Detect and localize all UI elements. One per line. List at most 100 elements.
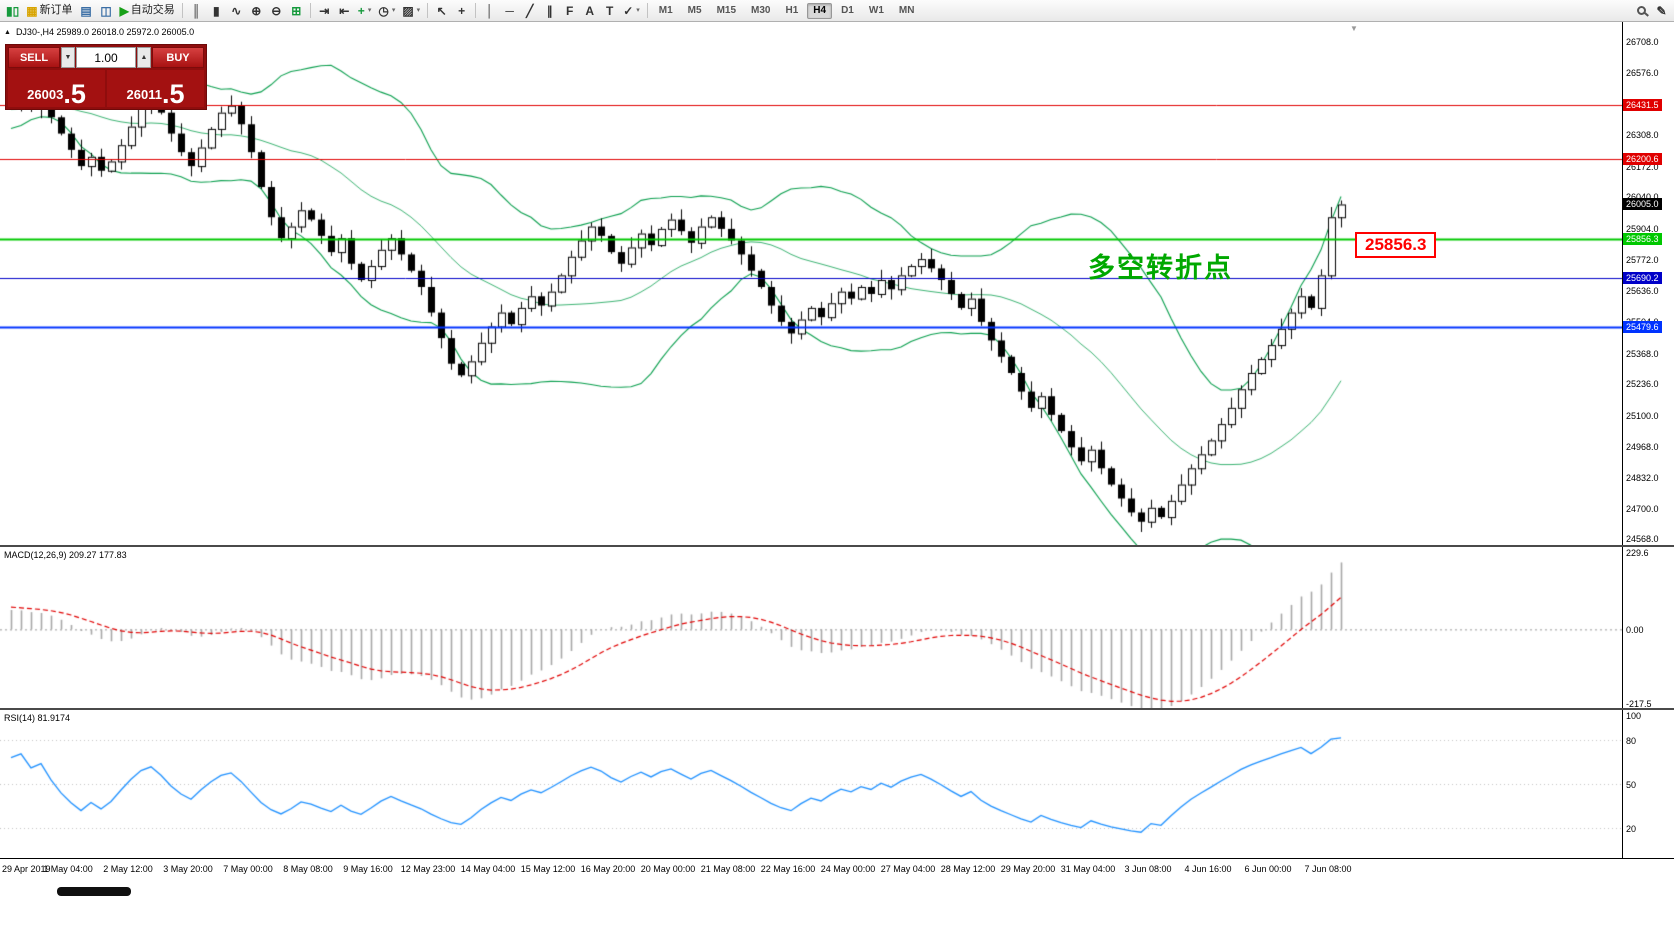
chevron-down-icon: ▾ bbox=[416, 7, 421, 14]
time-label: 28 May 12:00 bbox=[940, 864, 996, 874]
arrows-dropdown[interactable]: ✓ ▾ bbox=[620, 2, 643, 20]
candlestick-chart-icon[interactable]: ▮▯ bbox=[3, 2, 22, 20]
timeframe-h4[interactable]: H4 bbox=[807, 2, 833, 19]
time-label: 14 May 04:00 bbox=[460, 864, 516, 874]
price-tick: 26308.0 bbox=[1626, 130, 1659, 141]
panel-divider[interactable] bbox=[0, 545, 1674, 547]
panel-divider[interactable] bbox=[0, 708, 1674, 710]
price-callout-label[interactable]: 25856.3 bbox=[1355, 232, 1437, 258]
chart-shift-icon: ⇤ bbox=[339, 3, 350, 18]
price-tick: 25100.0 bbox=[1626, 410, 1659, 421]
autotrading-button[interactable]: ▶ 自动交易 bbox=[117, 2, 178, 20]
candle-mode-icon: ▮ bbox=[212, 3, 220, 18]
sell-price[interactable]: 26003.5 bbox=[8, 70, 105, 108]
equidistant-channel-icon: ∥ bbox=[546, 3, 553, 18]
macd-canvas[interactable] bbox=[0, 547, 1622, 708]
timeframe-d1[interactable]: D1 bbox=[841, 4, 854, 16]
indicators-dropdown[interactable]: + ▾ bbox=[355, 2, 375, 20]
tile-windows-icon: ⊞ bbox=[291, 3, 302, 18]
one-click-trading-panel: SELL ▼ 1.00 ▲ BUY 26003.5 26011.5 bbox=[5, 44, 207, 110]
search-icon[interactable] bbox=[1632, 2, 1651, 20]
level-price-label: 25690.2 bbox=[1623, 271, 1662, 284]
zoom-in-icon: ⊕ bbox=[251, 3, 262, 18]
edit-icon: ✎ bbox=[1656, 3, 1667, 18]
periods-dropdown[interactable]: ◷ ▾ bbox=[375, 2, 398, 20]
bar-chart-mode-icon[interactable]: ║ bbox=[187, 2, 206, 20]
buy-price[interactable]: 26011.5 bbox=[107, 70, 204, 110]
chart-profiles-icon: ▤ bbox=[80, 3, 92, 18]
fibonacci-icon: F bbox=[566, 3, 574, 18]
macd-tick: 229.6 bbox=[1626, 548, 1649, 558]
time-label: 2 May 12:00 bbox=[103, 864, 153, 874]
equidistant-channel-icon[interactable]: ∥ bbox=[540, 2, 559, 20]
candle-mode-icon[interactable]: ▮ bbox=[207, 2, 226, 20]
sell-button[interactable]: SELL bbox=[8, 47, 60, 68]
chart-shift-marker[interactable]: ▼ bbox=[1350, 24, 1358, 33]
price-chart-canvas[interactable] bbox=[0, 22, 1622, 545]
auto-scroll-icon: ⇥ bbox=[319, 3, 330, 18]
time-axis[interactable]: 29 Apr 2019 1 May 04:00 2 May 12:00 3 May 2… bbox=[0, 859, 1622, 883]
buy-button[interactable]: BUY bbox=[152, 47, 204, 68]
timeframe-m15[interactable]: M15 bbox=[716, 4, 737, 16]
timeframe-w1[interactable]: W1 bbox=[868, 4, 884, 16]
text-label-icon[interactable]: T bbox=[600, 2, 619, 20]
price-tick: 25236.0 bbox=[1626, 379, 1659, 390]
text-icon[interactable]: A bbox=[580, 2, 599, 20]
zoom-in-icon[interactable]: ⊕ bbox=[247, 2, 266, 20]
vertical-line-icon[interactable]: │ bbox=[480, 2, 499, 20]
one-click-collapse-icon[interactable]: ▲ bbox=[4, 28, 11, 36]
tile-windows-icon[interactable]: ⊞ bbox=[287, 2, 306, 20]
timeframe-m5[interactable]: M5 bbox=[687, 4, 702, 16]
crosshair-icon[interactable]: + bbox=[452, 2, 471, 20]
zoom-out-icon[interactable]: ⊖ bbox=[267, 2, 286, 20]
rsi-tick: 20 bbox=[1626, 824, 1637, 835]
rsi-tick: 80 bbox=[1626, 735, 1637, 746]
sell-price-main: 26003 bbox=[27, 87, 64, 102]
time-label: 6 Jun 00:00 bbox=[1244, 864, 1292, 874]
volume-input[interactable]: 1.00 bbox=[76, 47, 136, 68]
buy-price-frac: .5 bbox=[161, 79, 185, 110]
price-tick: 24832.0 bbox=[1626, 473, 1659, 484]
periods-dropdown: ◷ bbox=[378, 3, 389, 18]
buy-price-main: 26011 bbox=[126, 87, 162, 102]
trendline-icon: ╱ bbox=[526, 3, 534, 18]
edit-icon[interactable]: ✎ bbox=[1652, 2, 1671, 20]
price-tick: 25772.0 bbox=[1626, 254, 1659, 265]
chart-annotation-text[interactable]: 多空转折点 bbox=[1088, 253, 1233, 283]
trendline-icon[interactable]: ╱ bbox=[520, 2, 539, 20]
time-label: 31 May 04:00 bbox=[1060, 864, 1116, 874]
timeframe-m1[interactable]: M1 bbox=[658, 4, 673, 16]
volume-increase-button[interactable]: ▲ bbox=[137, 47, 151, 68]
price-chart-panel[interactable]: ▲ DJ30-,H4 25989.0 26018.0 25972.0 26005… bbox=[0, 22, 1622, 545]
candlestick-chart-icon: ▮▯ bbox=[6, 3, 20, 18]
time-label: 15 May 12:00 bbox=[520, 864, 576, 874]
timeframe-h1[interactable]: H1 bbox=[785, 4, 799, 16]
volume-decrease-button[interactable]: ▼ bbox=[61, 47, 75, 68]
chart-symbol-info: ▲ DJ30-,H4 25989.0 26018.0 25972.0 26005… bbox=[4, 27, 194, 37]
price-axis[interactable]: 26708.026576.026444.026308.026172.026040… bbox=[1622, 22, 1674, 858]
chevron-down-icon: ▾ bbox=[636, 7, 640, 14]
chart-shift-icon[interactable]: ⇤ bbox=[335, 2, 354, 20]
templates-dropdown[interactable]: ▨ ▾ bbox=[399, 2, 423, 20]
price-tick: 25368.0 bbox=[1626, 348, 1659, 359]
cursor-icon[interactable]: ↖ bbox=[432, 2, 451, 20]
line-mode-icon[interactable]: ∿ bbox=[227, 2, 246, 20]
data-window-icon[interactable]: ◫ bbox=[97, 2, 116, 20]
timeframe-mn[interactable]: MN bbox=[898, 4, 915, 16]
auto-scroll-icon[interactable]: ⇥ bbox=[315, 2, 334, 20]
time-label: 7 Jun 08:00 bbox=[1304, 864, 1352, 874]
rsi-panel[interactable]: RSI(14) 81.9174 bbox=[0, 710, 1622, 858]
time-label: 22 May 16:00 bbox=[760, 864, 816, 874]
current-price-label: 26005.0 bbox=[1623, 198, 1662, 211]
horizontal-line-icon[interactable]: ─ bbox=[500, 2, 519, 20]
rsi-canvas[interactable] bbox=[0, 710, 1622, 858]
timeframe-m30[interactable]: M30 bbox=[751, 4, 771, 16]
new-order-button[interactable]: ▦ 新订单 bbox=[23, 2, 75, 20]
macd-panel[interactable]: MACD(12,26,9) 209.27 177.83 bbox=[0, 547, 1622, 708]
time-label: 7 May 00:00 bbox=[223, 864, 273, 874]
indicators-dropdown: + bbox=[357, 3, 365, 18]
price-tick: 25636.0 bbox=[1626, 286, 1659, 297]
toolbar-separator bbox=[309, 3, 311, 18]
fibonacci-icon[interactable]: F bbox=[560, 2, 579, 20]
chart-profiles-icon[interactable]: ▤ bbox=[77, 2, 96, 20]
